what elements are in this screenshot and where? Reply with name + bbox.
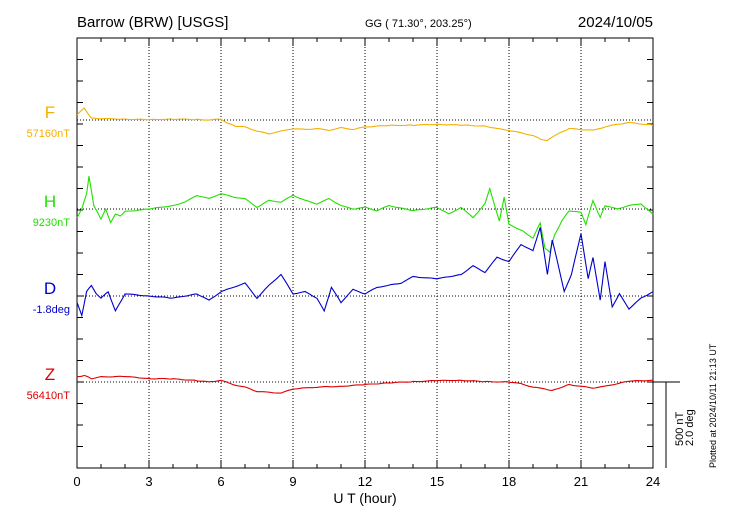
series-baseline-label-z: 56410nT <box>27 390 71 402</box>
series-name-d: D <box>44 279 56 298</box>
x-tick-label: 3 <box>145 474 152 489</box>
scale-label-deg: 2.0 deg <box>684 409 696 446</box>
series-lines <box>76 107 654 394</box>
x-tick-label: 6 <box>217 474 224 489</box>
series-name-h: H <box>44 192 56 211</box>
series-baselines <box>77 119 653 383</box>
series-labels: F 57160nT H 9230nT D -1.8deg Z 56410nT <box>27 103 71 402</box>
series-baseline-label-d: -1.8deg <box>33 304 70 316</box>
x-tick-label: 12 <box>358 474 372 489</box>
series-baseline-label-f: 57160nT <box>27 128 71 140</box>
scale-bar: 500 nT 2.0 deg <box>653 381 696 468</box>
frame-ticks <box>76 38 654 468</box>
series-baseline-label-h: 9230nT <box>33 217 71 229</box>
coordinates-label: GG ( 71.30°, 203.25°) <box>365 18 472 30</box>
series-line-z <box>76 374 653 394</box>
x-tick-label: 24 <box>646 474 660 489</box>
series-line-h <box>76 176 654 254</box>
plotted-timestamp: Plotted at 2024/10/11 21:13 UT <box>708 343 718 468</box>
x-tick-label: 21 <box>574 474 588 489</box>
station-title: Barrow (BRW) [USGS] <box>77 14 228 31</box>
x-tick-labels: 0 3 6 9 12 15 18 21 24 <box>73 474 660 489</box>
series-line-d <box>76 227 654 318</box>
x-tick-label: 0 <box>73 474 80 489</box>
x-axis-label: U T (hour) <box>333 490 396 506</box>
scale-label-nt: 500 nT <box>674 411 686 446</box>
series-line-f <box>76 107 654 141</box>
series-name-z: Z <box>45 365 55 384</box>
x-tick-label: 9 <box>289 474 296 489</box>
x-tick-label: 18 <box>502 474 516 489</box>
vertical-gridlines <box>148 38 582 468</box>
plot-frame <box>76 37 654 469</box>
date-label: 2024/10/05 <box>578 14 653 31</box>
x-tick-label: 15 <box>430 474 444 489</box>
series-name-f: F <box>45 103 55 122</box>
